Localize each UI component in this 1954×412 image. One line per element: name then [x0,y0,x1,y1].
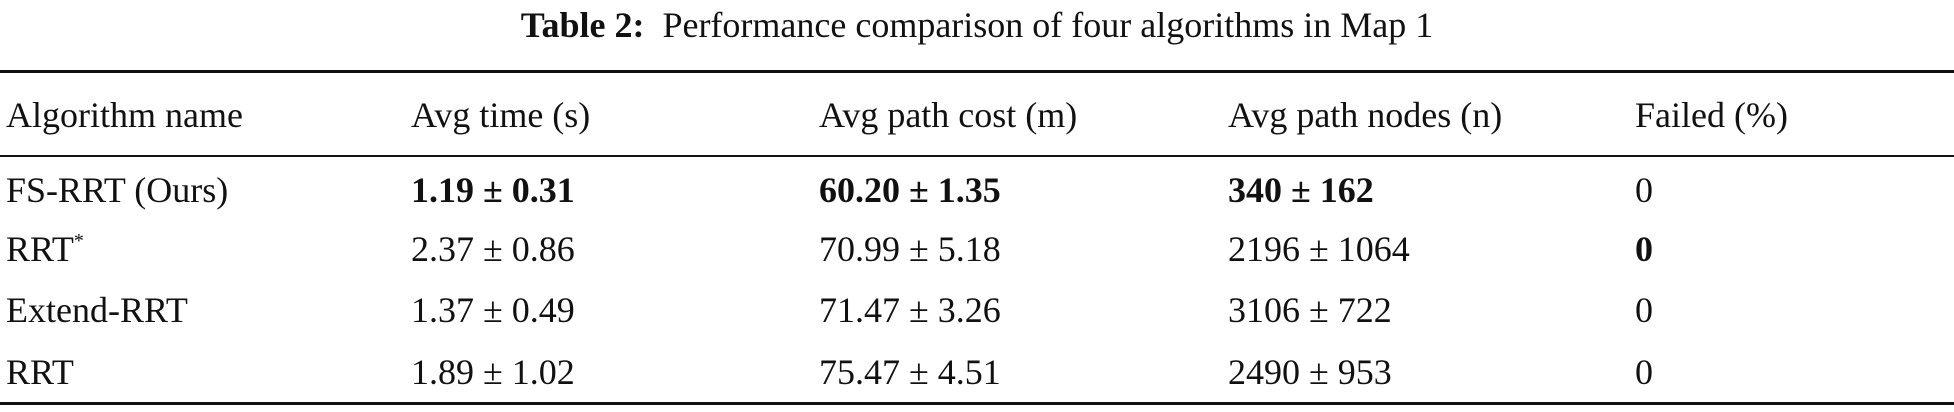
data-cell: 70.99 ± 5.18 [819,229,1001,269]
name-base: RRT [6,229,74,269]
data-cell: 2196 ± 1064 [1228,229,1410,269]
top-rule [0,70,1954,73]
mid-rule [0,155,1954,157]
data-cell: 71.47 ± 3.26 [819,290,1001,330]
data-cell: 1.89 ± 1.02 [411,352,575,392]
data-cell: 0 [1635,352,1653,392]
data-cell: 2.37 ± 0.86 [411,229,575,269]
data-cell: 75.47 ± 4.51 [819,352,1001,392]
data-cell: 340 ± 162 [1228,170,1374,210]
data-cell: 1.37 ± 0.49 [411,290,575,330]
algorithm-name: Extend-RRT [6,290,188,330]
data-cell: 3106 ± 722 [1228,290,1392,330]
name-superscript: * [73,230,84,252]
data-cell: 1.19 ± 0.31 [411,170,575,210]
algorithm-name: FS-RRT (Ours) [6,170,229,210]
data-cell: 0 [1635,229,1653,269]
table-caption: Table 2: Performance comparison of four … [0,2,1954,48]
algorithm-name: RRT [6,352,74,392]
data-cell: 0 [1635,290,1653,330]
header-cell: Avg time (s) [411,95,591,135]
algorithm-name: RRT* [6,226,84,272]
bottom-rule [0,402,1954,405]
caption-text: Performance comparison of four algorithm… [662,5,1434,45]
data-cell: 0 [1635,170,1653,210]
data-cell: 2490 ± 953 [1228,352,1392,392]
caption-label: Table 2: [520,5,645,45]
header-cell: Avg path nodes (n) [1228,95,1503,135]
header-cell: Failed (%) [1635,95,1788,135]
header-cell: Avg path cost (m) [819,95,1078,135]
header-cell: Algorithm name [6,95,243,135]
data-cell: 60.20 ± 1.35 [819,170,1001,210]
